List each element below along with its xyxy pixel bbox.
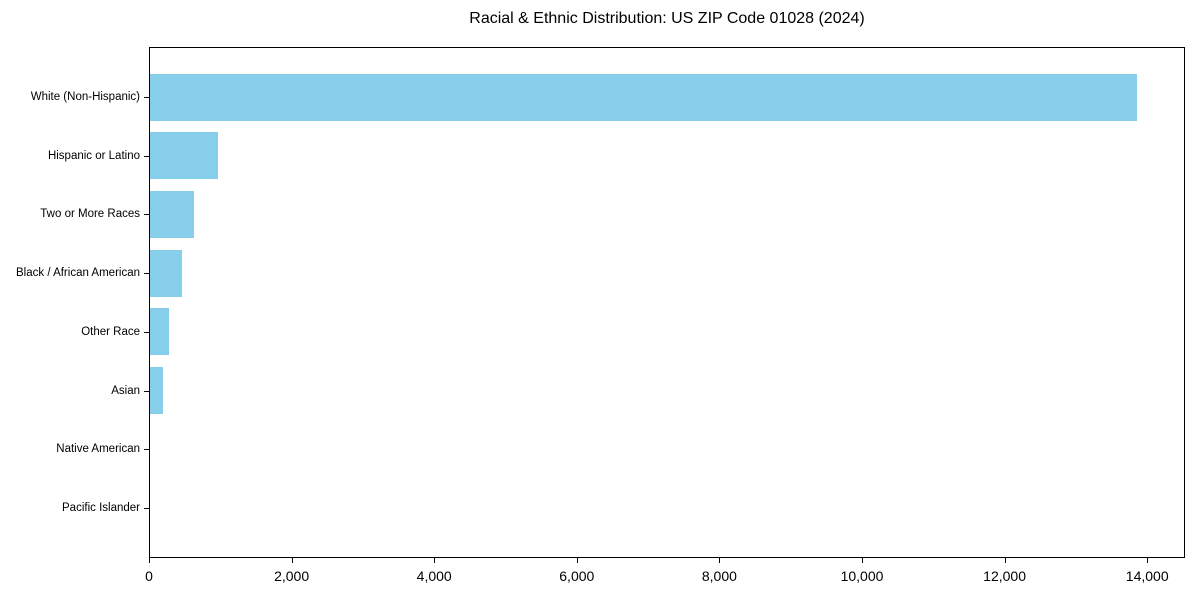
x-tick-label-2-000: 2,000 (274, 568, 310, 584)
x-tick-label-6-000: 6,000 (559, 568, 595, 584)
x-tick-mark (1004, 558, 1006, 563)
bar-hispanic-or-latino (150, 132, 219, 180)
plot-area (149, 47, 1185, 558)
x-tick-mark (1147, 558, 1149, 563)
x-tick-label-10-000: 10,000 (840, 568, 884, 584)
y-tick-mark (144, 449, 149, 451)
bar-white-non-hispanic (150, 73, 1137, 121)
x-tick-mark (149, 558, 150, 563)
x-tick-label-12-000: 12,000 (983, 568, 1027, 584)
chart-title: Racial & Ethnic Distribution: US ZIP Cod… (469, 10, 865, 27)
bar-black-african-american (150, 249, 182, 297)
bar-asian (150, 367, 163, 414)
y-tick-label-hispanic-or-latino: Hispanic or Latino (47, 149, 140, 162)
x-tick-label-14-000: 14,000 (1125, 568, 1169, 584)
y-tick-mark (144, 214, 149, 216)
y-tick-label-other-race: Other Race (81, 325, 140, 338)
x-tick-label-4-000: 4,000 (416, 568, 452, 584)
y-tick-label-asian: Asian (111, 384, 140, 397)
y-tick-mark (144, 273, 149, 275)
bar-other-race (150, 308, 169, 356)
y-tick-label-pacific-islander: Pacific Islander (62, 501, 140, 514)
y-tick-label-two-or-more-races: Two or More Races (40, 208, 140, 221)
x-tick-mark (862, 558, 863, 563)
y-tick-label-white-non-hispanic: White (Non-Hispanic) (30, 91, 140, 103)
x-tick-mark (719, 558, 721, 563)
x-tick-mark (576, 558, 578, 563)
x-tick-label-8-000: 8,000 (701, 568, 737, 584)
y-tick-mark (144, 507, 149, 509)
bar-two-or-more-races (150, 190, 195, 238)
x-tick-mark (434, 558, 436, 563)
y-tick-label-black-african-american: Black / African American (16, 267, 140, 280)
x-tick-label-0: 0 (145, 568, 153, 584)
y-tick-mark (144, 390, 149, 392)
y-tick-mark (144, 331, 149, 333)
x-tick-mark (291, 558, 293, 563)
y-tick-mark (144, 155, 149, 157)
y-tick-mark (144, 97, 149, 98)
y-tick-label-native-american: Native American (56, 443, 140, 456)
